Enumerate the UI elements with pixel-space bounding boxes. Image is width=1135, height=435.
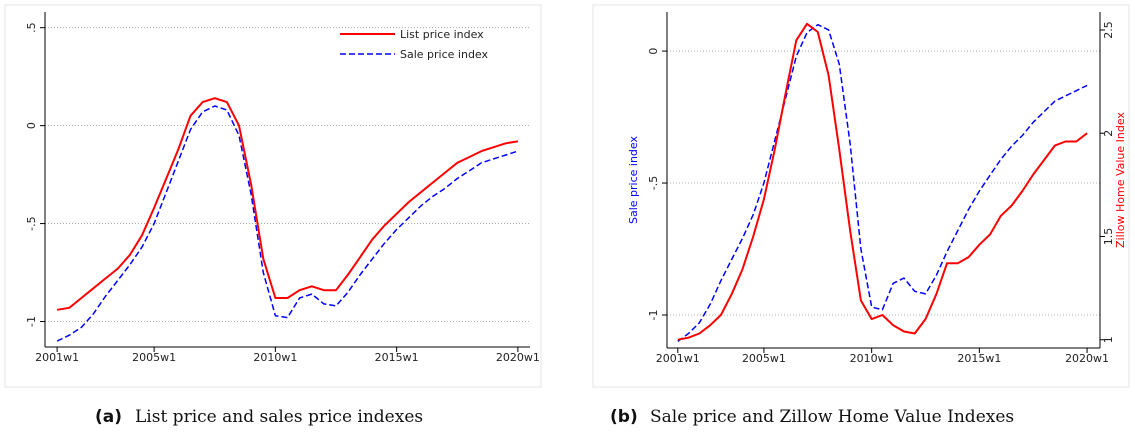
x-tick-label: 2015w1 xyxy=(375,351,419,364)
y2-tick-label: 2.5 xyxy=(1102,21,1115,39)
y2-tick-label: 1.5 xyxy=(1102,228,1115,246)
legend-label: List price index xyxy=(400,28,484,41)
y2-tick-label: 2 xyxy=(1102,130,1115,137)
x-tick-label: 2001w1 xyxy=(35,351,79,364)
y2-axis-label: Zillow Home Value Index xyxy=(1114,112,1127,248)
panel-frame xyxy=(4,4,542,388)
y-tick-label: 0 xyxy=(647,48,660,55)
x-tick-label: 2010w1 xyxy=(850,352,894,365)
x-tick-label: 2005w1 xyxy=(742,352,786,365)
x-tick-label: 2020w1 xyxy=(1065,352,1109,365)
x-tick-label: 2020w1 xyxy=(496,351,540,364)
caption-label: (a) xyxy=(95,407,122,427)
series-line xyxy=(56,97,519,311)
caption: List price and sales price indexes xyxy=(135,407,423,427)
y-tick-label: 0 xyxy=(25,122,38,129)
y2-tick-label: 1 xyxy=(1102,336,1115,343)
x-tick-label: 2010w1 xyxy=(253,351,297,364)
y-axis-label: Sale price index xyxy=(627,136,640,225)
y-tick-label: .5 xyxy=(25,22,38,33)
panel-frame xyxy=(592,4,1130,388)
caption-label: (b) xyxy=(610,407,638,427)
y-tick-label: -1 xyxy=(647,310,660,321)
series-line xyxy=(677,23,1088,343)
y-tick-label: -.5 xyxy=(647,176,660,190)
series-line xyxy=(677,22,1088,341)
series-line xyxy=(56,105,519,342)
legend-label: Sale price index xyxy=(400,48,489,61)
x-tick-label: 2005w1 xyxy=(132,351,176,364)
y-tick-label: -1 xyxy=(25,316,38,327)
y-tick-label: -.5 xyxy=(25,216,38,230)
caption: Sale price and Zillow Home Value Indexes xyxy=(650,407,1014,427)
x-tick-label: 2001w1 xyxy=(656,352,700,365)
x-tick-label: 2015w1 xyxy=(957,352,1001,365)
